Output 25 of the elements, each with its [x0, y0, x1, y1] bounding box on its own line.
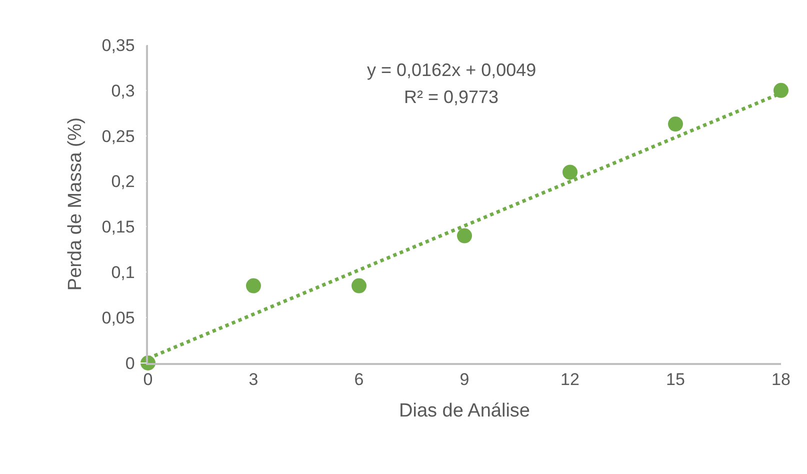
point — [352, 278, 366, 294]
y-tick-label: 0,3 — [111, 81, 135, 100]
point — [246, 278, 261, 294]
y-tick-label: 0,1 — [111, 263, 135, 282]
x-tick-label: 9 — [460, 370, 470, 390]
point — [668, 116, 683, 132]
x-tick-label: 12 — [560, 370, 580, 390]
y-axis-title: Perda de Massa (%) — [65, 117, 86, 291]
y-tick-label: 0,05 — [102, 308, 135, 328]
x-tick-label: 6 — [354, 370, 364, 390]
y-tick-label: 0,35 — [102, 36, 135, 55]
y-tick-label: 0,15 — [102, 218, 135, 237]
y-tick-label: 0,25 — [102, 126, 135, 146]
point — [562, 164, 578, 180]
point — [774, 82, 788, 98]
annotation: R² = 0,9773 — [404, 87, 499, 107]
x-tick-label: 15 — [666, 370, 685, 390]
annotation: y = 0,0162x + 0,0049 — [367, 60, 536, 80]
y-tick-label: 0,2 — [111, 172, 135, 192]
x-axis-title: Dias de Análise — [399, 400, 530, 422]
x-tick-label: 0 — [143, 370, 153, 390]
x-tick-label: 3 — [248, 370, 258, 390]
y-tick-label: 0 — [125, 354, 135, 373]
x-tick-label: 18 — [772, 370, 790, 390]
point — [457, 228, 472, 244]
